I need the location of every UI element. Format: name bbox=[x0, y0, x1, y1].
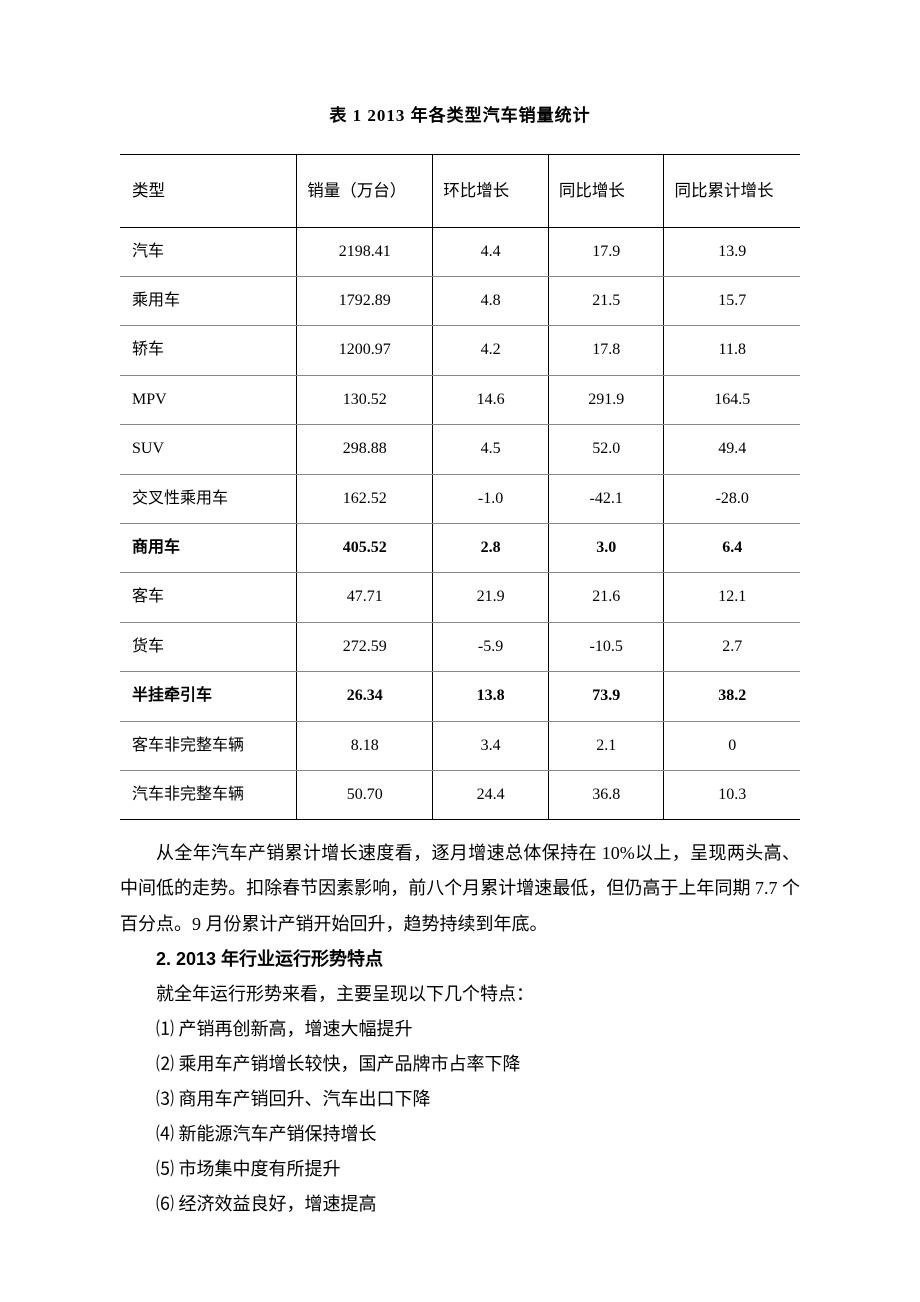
table-cell: 1792.89 bbox=[297, 277, 433, 326]
table-cell: 客车 bbox=[120, 573, 297, 622]
table-cell: 6.4 bbox=[664, 523, 800, 572]
table-cell: 8.18 bbox=[297, 721, 433, 770]
col-header-mom: 环比增长 bbox=[433, 155, 549, 227]
table-cell: 49.4 bbox=[664, 425, 800, 474]
table-row: 汽车非完整车辆50.7024.436.810.3 bbox=[120, 770, 800, 819]
table-row: 客车47.7121.921.612.1 bbox=[120, 573, 800, 622]
table-cell: 2.1 bbox=[548, 721, 664, 770]
table-cell: 2.8 bbox=[433, 523, 549, 572]
col-header-yoy: 同比增长 bbox=[548, 155, 664, 227]
table-cell: 17.8 bbox=[548, 326, 664, 375]
table-row: 交叉性乘用车162.52-1.0-42.1-28.0 bbox=[120, 474, 800, 523]
table-cell: 4.2 bbox=[433, 326, 549, 375]
table-cell: 4.8 bbox=[433, 277, 549, 326]
table-cell: 11.8 bbox=[664, 326, 800, 375]
table-row: 客车非完整车辆8.183.42.10 bbox=[120, 721, 800, 770]
list-item: ⑶ 商用车产销回升、汽车出口下降 bbox=[120, 1082, 800, 1117]
list-item: ⑴ 产销再创新高，增速大幅提升 bbox=[120, 1012, 800, 1047]
table-cell: 14.6 bbox=[433, 375, 549, 424]
table-cell: 291.9 bbox=[548, 375, 664, 424]
table-cell: 272.59 bbox=[297, 622, 433, 671]
table-row: 轿车1200.974.217.811.8 bbox=[120, 326, 800, 375]
table-cell: 24.4 bbox=[433, 770, 549, 819]
table-row: MPV130.5214.6291.9164.5 bbox=[120, 375, 800, 424]
table-cell: 4.5 bbox=[433, 425, 549, 474]
paragraph-2: 就全年运行形势来看，主要呈现以下几个特点： bbox=[120, 977, 800, 1012]
table-cell: 客车非完整车辆 bbox=[120, 721, 297, 770]
sales-table: 类型 销量（万台） 环比增长 同比增长 同比累计增长 汽车2198.414.41… bbox=[120, 154, 800, 820]
table-cell: -28.0 bbox=[664, 474, 800, 523]
table-row: 乘用车1792.894.821.515.7 bbox=[120, 277, 800, 326]
table-row: 半挂牵引车26.3413.873.938.2 bbox=[120, 672, 800, 721]
table-row: 商用车405.522.83.06.4 bbox=[120, 523, 800, 572]
table-cell: 50.70 bbox=[297, 770, 433, 819]
table-cell: 21.9 bbox=[433, 573, 549, 622]
table-cell: 汽车非完整车辆 bbox=[120, 770, 297, 819]
table-row: 货车272.59-5.9-10.52.7 bbox=[120, 622, 800, 671]
table-cell: -5.9 bbox=[433, 622, 549, 671]
table-row: SUV298.884.552.049.4 bbox=[120, 425, 800, 474]
table-cell: 4.4 bbox=[433, 227, 549, 276]
table-cell: 2.7 bbox=[664, 622, 800, 671]
table-cell: 17.9 bbox=[548, 227, 664, 276]
table-cell: 0 bbox=[664, 721, 800, 770]
col-header-type: 类型 bbox=[120, 155, 297, 227]
table-cell: 轿车 bbox=[120, 326, 297, 375]
table-cell: 13.9 bbox=[664, 227, 800, 276]
table-cell: 26.34 bbox=[297, 672, 433, 721]
table-cell: 1200.97 bbox=[297, 326, 433, 375]
list-item: ⑵ 乘用车产销增长较快，国产品牌市占率下降 bbox=[120, 1047, 800, 1082]
table-cell: 交叉性乘用车 bbox=[120, 474, 297, 523]
table-cell: 乘用车 bbox=[120, 277, 297, 326]
table-cell: 298.88 bbox=[297, 425, 433, 474]
table-cell: 21.5 bbox=[548, 277, 664, 326]
table-cell: 13.8 bbox=[433, 672, 549, 721]
table-cell: -42.1 bbox=[548, 474, 664, 523]
table-cell: -10.5 bbox=[548, 622, 664, 671]
table-cell: 货车 bbox=[120, 622, 297, 671]
list-item: ⑸ 市场集中度有所提升 bbox=[120, 1152, 800, 1187]
table-cell: 162.52 bbox=[297, 474, 433, 523]
table-cell: MPV bbox=[120, 375, 297, 424]
table-cell: 15.7 bbox=[664, 277, 800, 326]
list-item: ⑷ 新能源汽车产销保持增长 bbox=[120, 1117, 800, 1152]
table-cell: 405.52 bbox=[297, 523, 433, 572]
table-cell: 38.2 bbox=[664, 672, 800, 721]
table-cell: -1.0 bbox=[433, 474, 549, 523]
table-cell: 10.3 bbox=[664, 770, 800, 819]
table-cell: 3.4 bbox=[433, 721, 549, 770]
table-cell: 2198.41 bbox=[297, 227, 433, 276]
col-header-cum: 同比累计增长 bbox=[664, 155, 800, 227]
section-heading: 2. 2013 年行业运行形势特点 bbox=[120, 942, 800, 977]
table-cell: 半挂牵引车 bbox=[120, 672, 297, 721]
table-title: 表 1 2013 年各类型汽车销量统计 bbox=[120, 100, 800, 132]
list-item: ⑹ 经济效益良好，增速提高 bbox=[120, 1187, 800, 1222]
table-cell: 52.0 bbox=[548, 425, 664, 474]
table-cell: 47.71 bbox=[297, 573, 433, 622]
table-header-row: 类型 销量（万台） 环比增长 同比增长 同比累计增长 bbox=[120, 155, 800, 227]
table-cell: 12.1 bbox=[664, 573, 800, 622]
table-row: 汽车2198.414.417.913.9 bbox=[120, 227, 800, 276]
table-cell: 130.52 bbox=[297, 375, 433, 424]
col-header-sales: 销量（万台） bbox=[297, 155, 433, 227]
table-cell: 36.8 bbox=[548, 770, 664, 819]
table-cell: 73.9 bbox=[548, 672, 664, 721]
table-cell: 商用车 bbox=[120, 523, 297, 572]
table-cell: 汽车 bbox=[120, 227, 297, 276]
table-cell: SUV bbox=[120, 425, 297, 474]
paragraph-1: 从全年汽车产销累计增长速度看，逐月增速总体保持在 10%以上，呈现两头高、中间低… bbox=[120, 836, 800, 941]
table-cell: 21.6 bbox=[548, 573, 664, 622]
table-cell: 164.5 bbox=[664, 375, 800, 424]
table-cell: 3.0 bbox=[548, 523, 664, 572]
